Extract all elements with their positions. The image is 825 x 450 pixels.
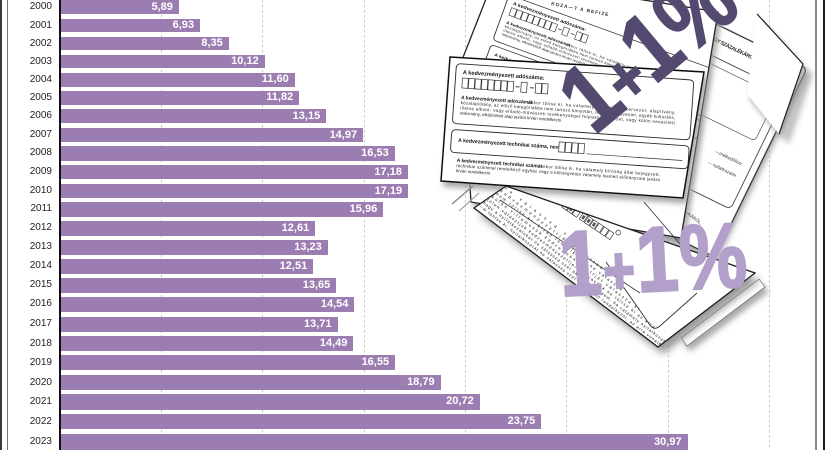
svg-text:kíván rendelkezni.: kíván rendelkezni. [456, 168, 492, 175]
svg-text:A kedvezményezett technikai sz: A kedvezményezett technikai számát [456, 158, 542, 170]
svg-text:A kedvezményezett adószáma:: A kedvezményezett adószáma: [463, 70, 545, 82]
svg-text:1+1%: 1+1% [557, 203, 751, 316]
svg-text:A kedvezményezett adószámát: A kedvezményezett adószámát [461, 95, 533, 106]
